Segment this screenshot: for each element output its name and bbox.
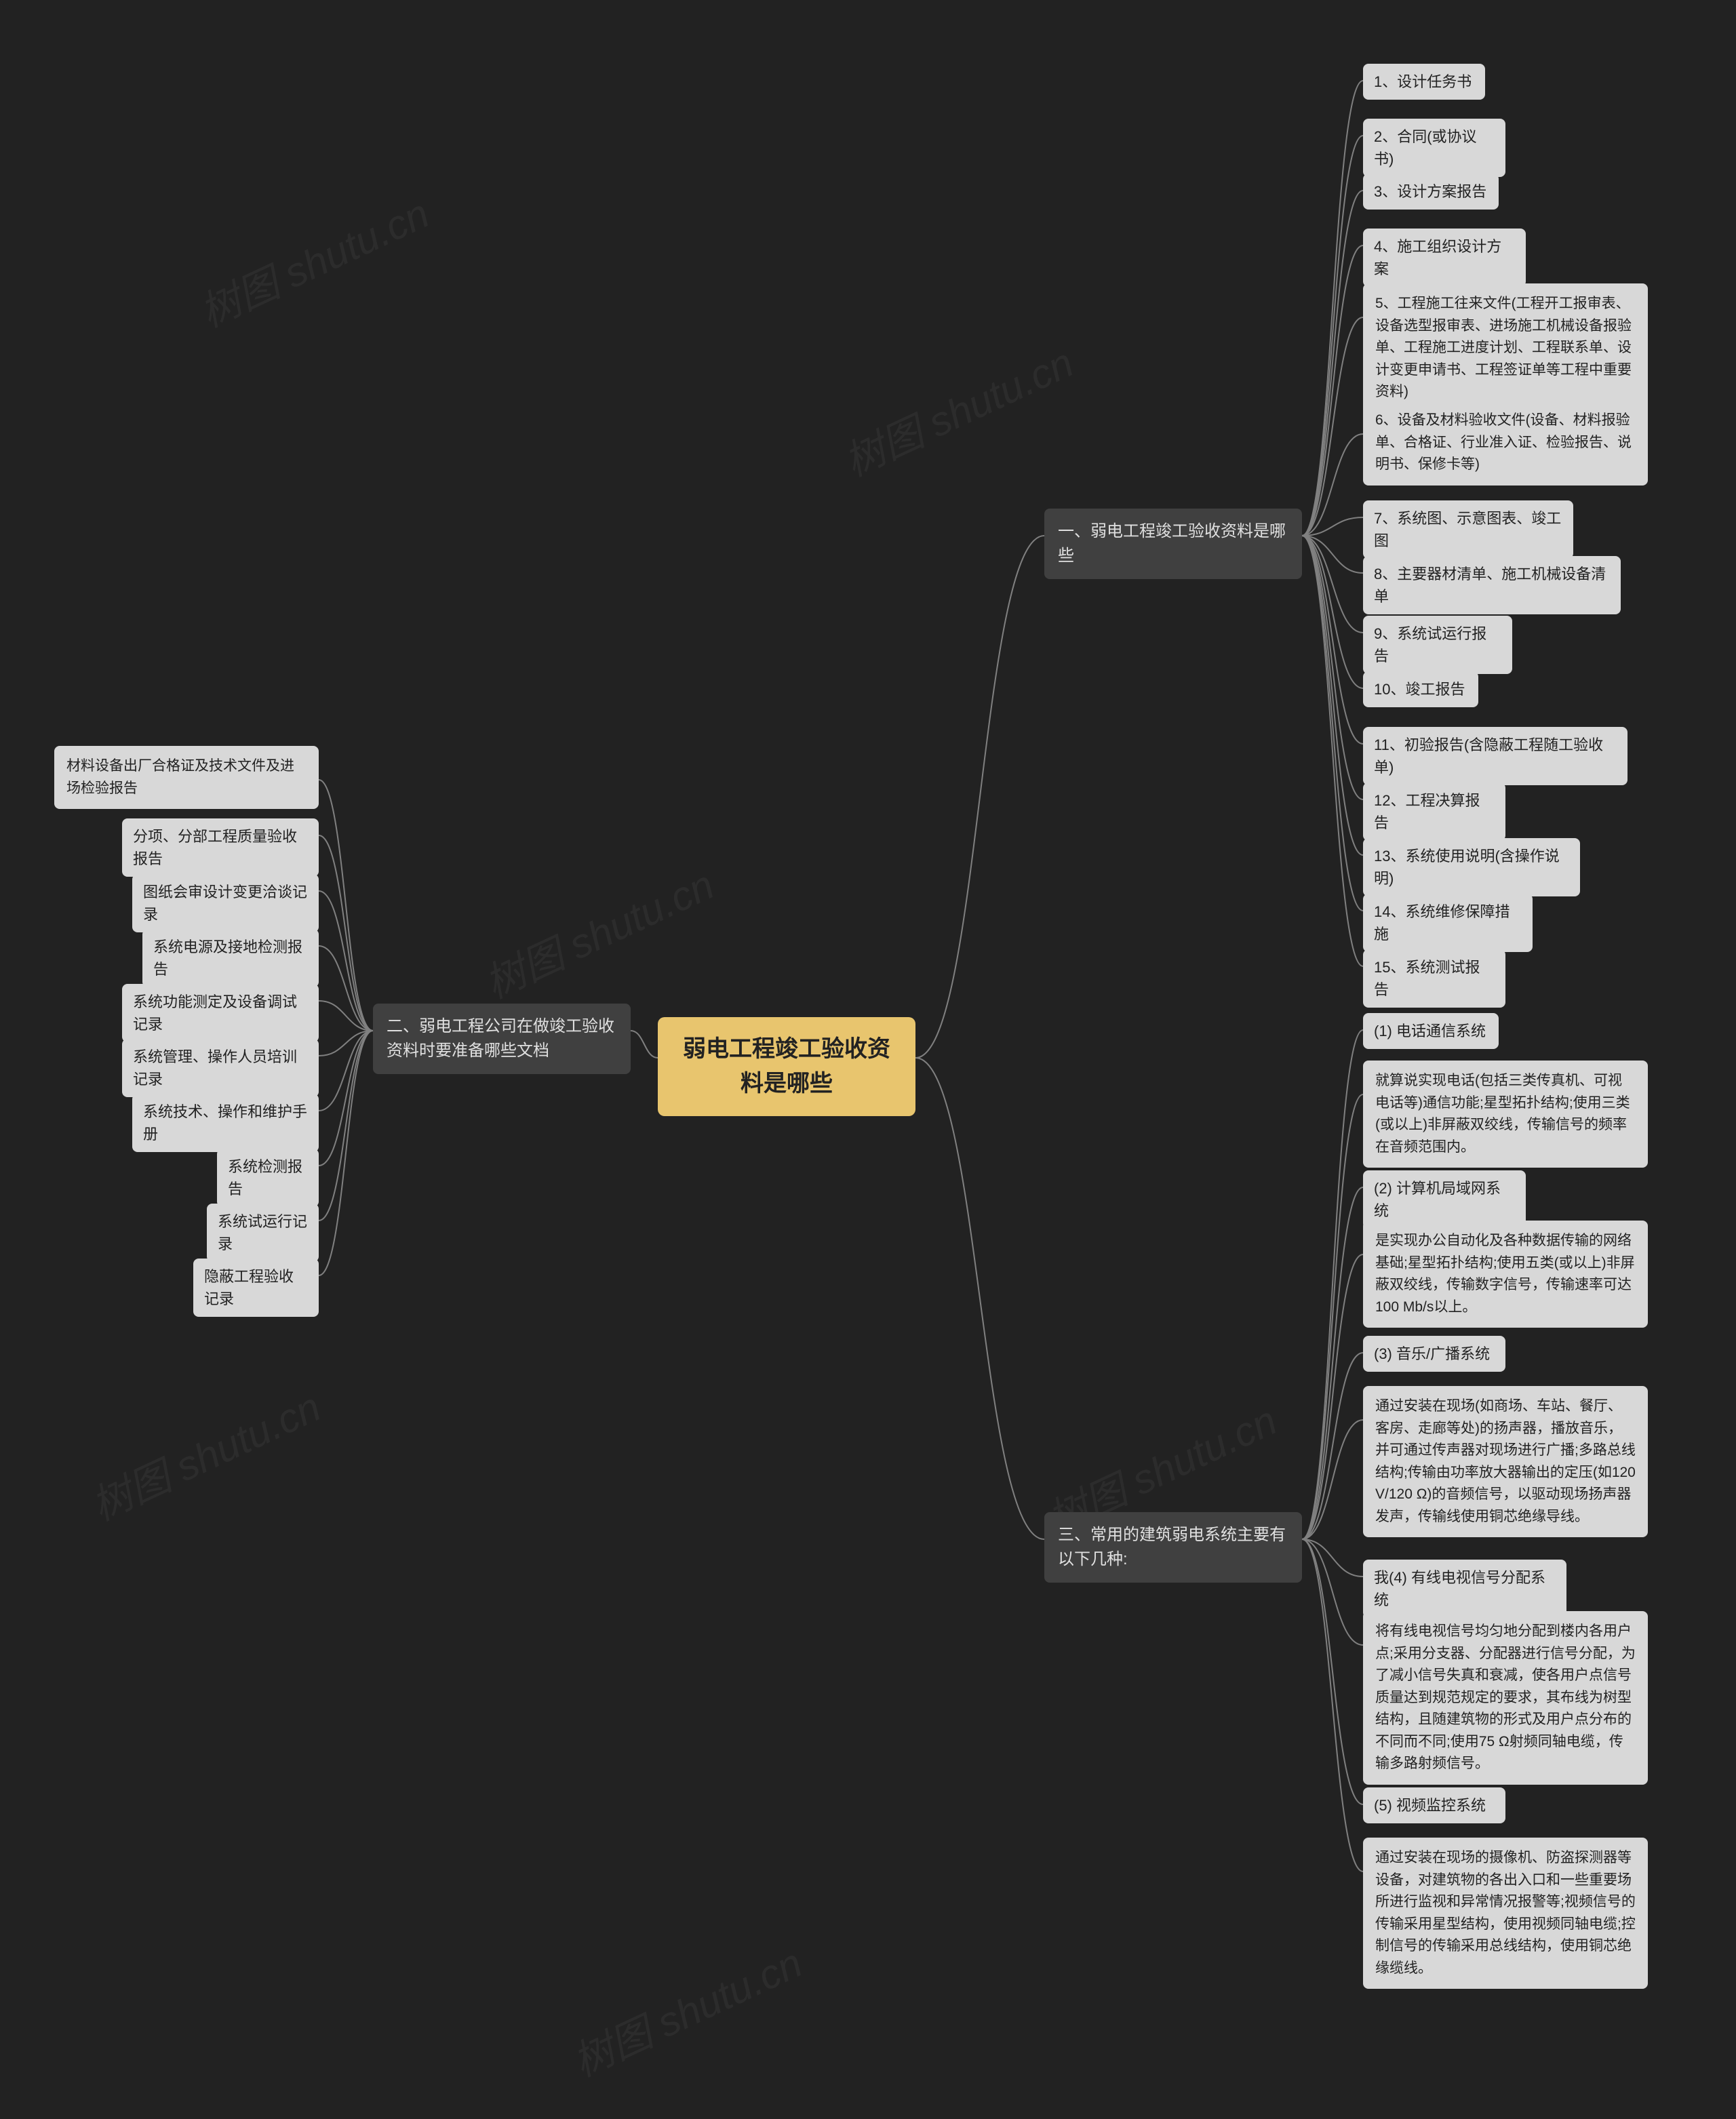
branch-node[interactable]: 三、常用的建筑弱电系统主要有以下几种: — [1044, 1512, 1302, 1583]
leaf-node[interactable]: 分项、分部工程质量验收报告 — [122, 818, 319, 877]
leaf-node[interactable]: 7、系统图、示意图表、竣工图 — [1363, 500, 1573, 559]
leaf-node[interactable]: 隐蔽工程验收记录 — [193, 1259, 319, 1317]
branch-node[interactable]: 二、弱电工程公司在做竣工验收资料时要准备哪些文档 — [373, 1004, 631, 1074]
leaf-node[interactable]: 我(4) 有线电视信号分配系统 — [1363, 1560, 1566, 1618]
leaf-node[interactable]: 6、设备及材料验收文件(设备、材料报验单、合格证、行业准入证、检验报告、说明书、… — [1363, 400, 1648, 486]
leaf-node[interactable]: 5、工程施工往来文件(工程开工报审表、设备选型报审表、进场施工机械设备报验单、工… — [1363, 283, 1648, 413]
watermark: 树图 shutu.cn — [189, 181, 437, 338]
leaf-node[interactable]: 将有线电视信号均匀地分配到楼内各用户点;采用分支器、分配器进行信号分配，为了减小… — [1363, 1611, 1648, 1785]
leaf-node[interactable]: 15、系统测试报告 — [1363, 949, 1505, 1008]
leaf-node[interactable]: 就算说实现电话(包括三类传真机、可视电话等)通信功能;星型拓扑结构;使用三类(或… — [1363, 1061, 1648, 1168]
leaf-node[interactable]: 4、施工组织设计方案 — [1363, 229, 1526, 287]
leaf-node[interactable]: 10、竣工报告 — [1363, 671, 1478, 707]
leaf-node[interactable]: 系统电源及接地检测报告 — [142, 929, 319, 987]
leaf-node[interactable]: 通过安装在现场(如商场、车站、餐厅、客房、走廊等处)的扬声器，播放音乐，并可通过… — [1363, 1386, 1648, 1537]
leaf-node[interactable]: 12、工程决算报告 — [1363, 783, 1505, 841]
branch-node[interactable]: 一、弱电工程竣工验收资料是哪些 — [1044, 509, 1302, 579]
watermark: 树图 shutu.cn — [833, 330, 1082, 488]
leaf-node[interactable]: 1、设计任务书 — [1363, 64, 1485, 100]
leaf-node[interactable]: 系统检测报告 — [217, 1149, 319, 1207]
leaf-node[interactable]: 系统试运行记录 — [207, 1204, 319, 1262]
leaf-node[interactable]: 是实现办公自动化及各种数据传输的网络基础;星型拓扑结构;使用五类(或以上)非屏蔽… — [1363, 1221, 1648, 1328]
leaf-node[interactable]: 系统管理、操作人员培训记录 — [122, 1039, 319, 1097]
watermark: 树图 shutu.cn — [562, 1930, 810, 2088]
watermark: 树图 shutu.cn — [474, 852, 722, 1010]
leaf-node[interactable]: 3、设计方案报告 — [1363, 174, 1499, 210]
leaf-node[interactable]: 材料设备出厂合格证及技术文件及进场检验报告 — [54, 746, 319, 809]
watermark: 树图 shutu.cn — [81, 1374, 329, 1532]
leaf-node[interactable]: 9、系统试运行报告 — [1363, 616, 1512, 674]
leaf-node[interactable]: (1) 电话通信系统 — [1363, 1013, 1499, 1049]
leaf-node[interactable]: 图纸会审设计变更洽谈记录 — [132, 874, 319, 932]
leaf-node[interactable]: 2、合同(或协议书) — [1363, 119, 1505, 177]
leaf-node[interactable]: 14、系统维修保障措施 — [1363, 894, 1533, 952]
root-node[interactable]: 弱电工程竣工验收资料是哪些 — [658, 1017, 915, 1116]
leaf-node[interactable]: 13、系统使用说明(含操作说明) — [1363, 838, 1580, 896]
leaf-node[interactable]: 通过安装在现场的摄像机、防盗探测器等设备，对建筑物的各出入口和一些重要场所进行监… — [1363, 1838, 1648, 1989]
leaf-node[interactable]: 8、主要器材清单、施工机械设备清单 — [1363, 556, 1621, 614]
leaf-node[interactable]: 11、初验报告(含隐蔽工程随工验收单) — [1363, 727, 1628, 785]
leaf-node[interactable]: (5) 视频监控系统 — [1363, 1787, 1505, 1823]
leaf-node[interactable]: 系统技术、操作和维护手册 — [132, 1094, 319, 1152]
leaf-node[interactable]: 系统功能测定及设备调试记录 — [122, 984, 319, 1042]
leaf-node[interactable]: (3) 音乐/广播系统 — [1363, 1336, 1505, 1372]
